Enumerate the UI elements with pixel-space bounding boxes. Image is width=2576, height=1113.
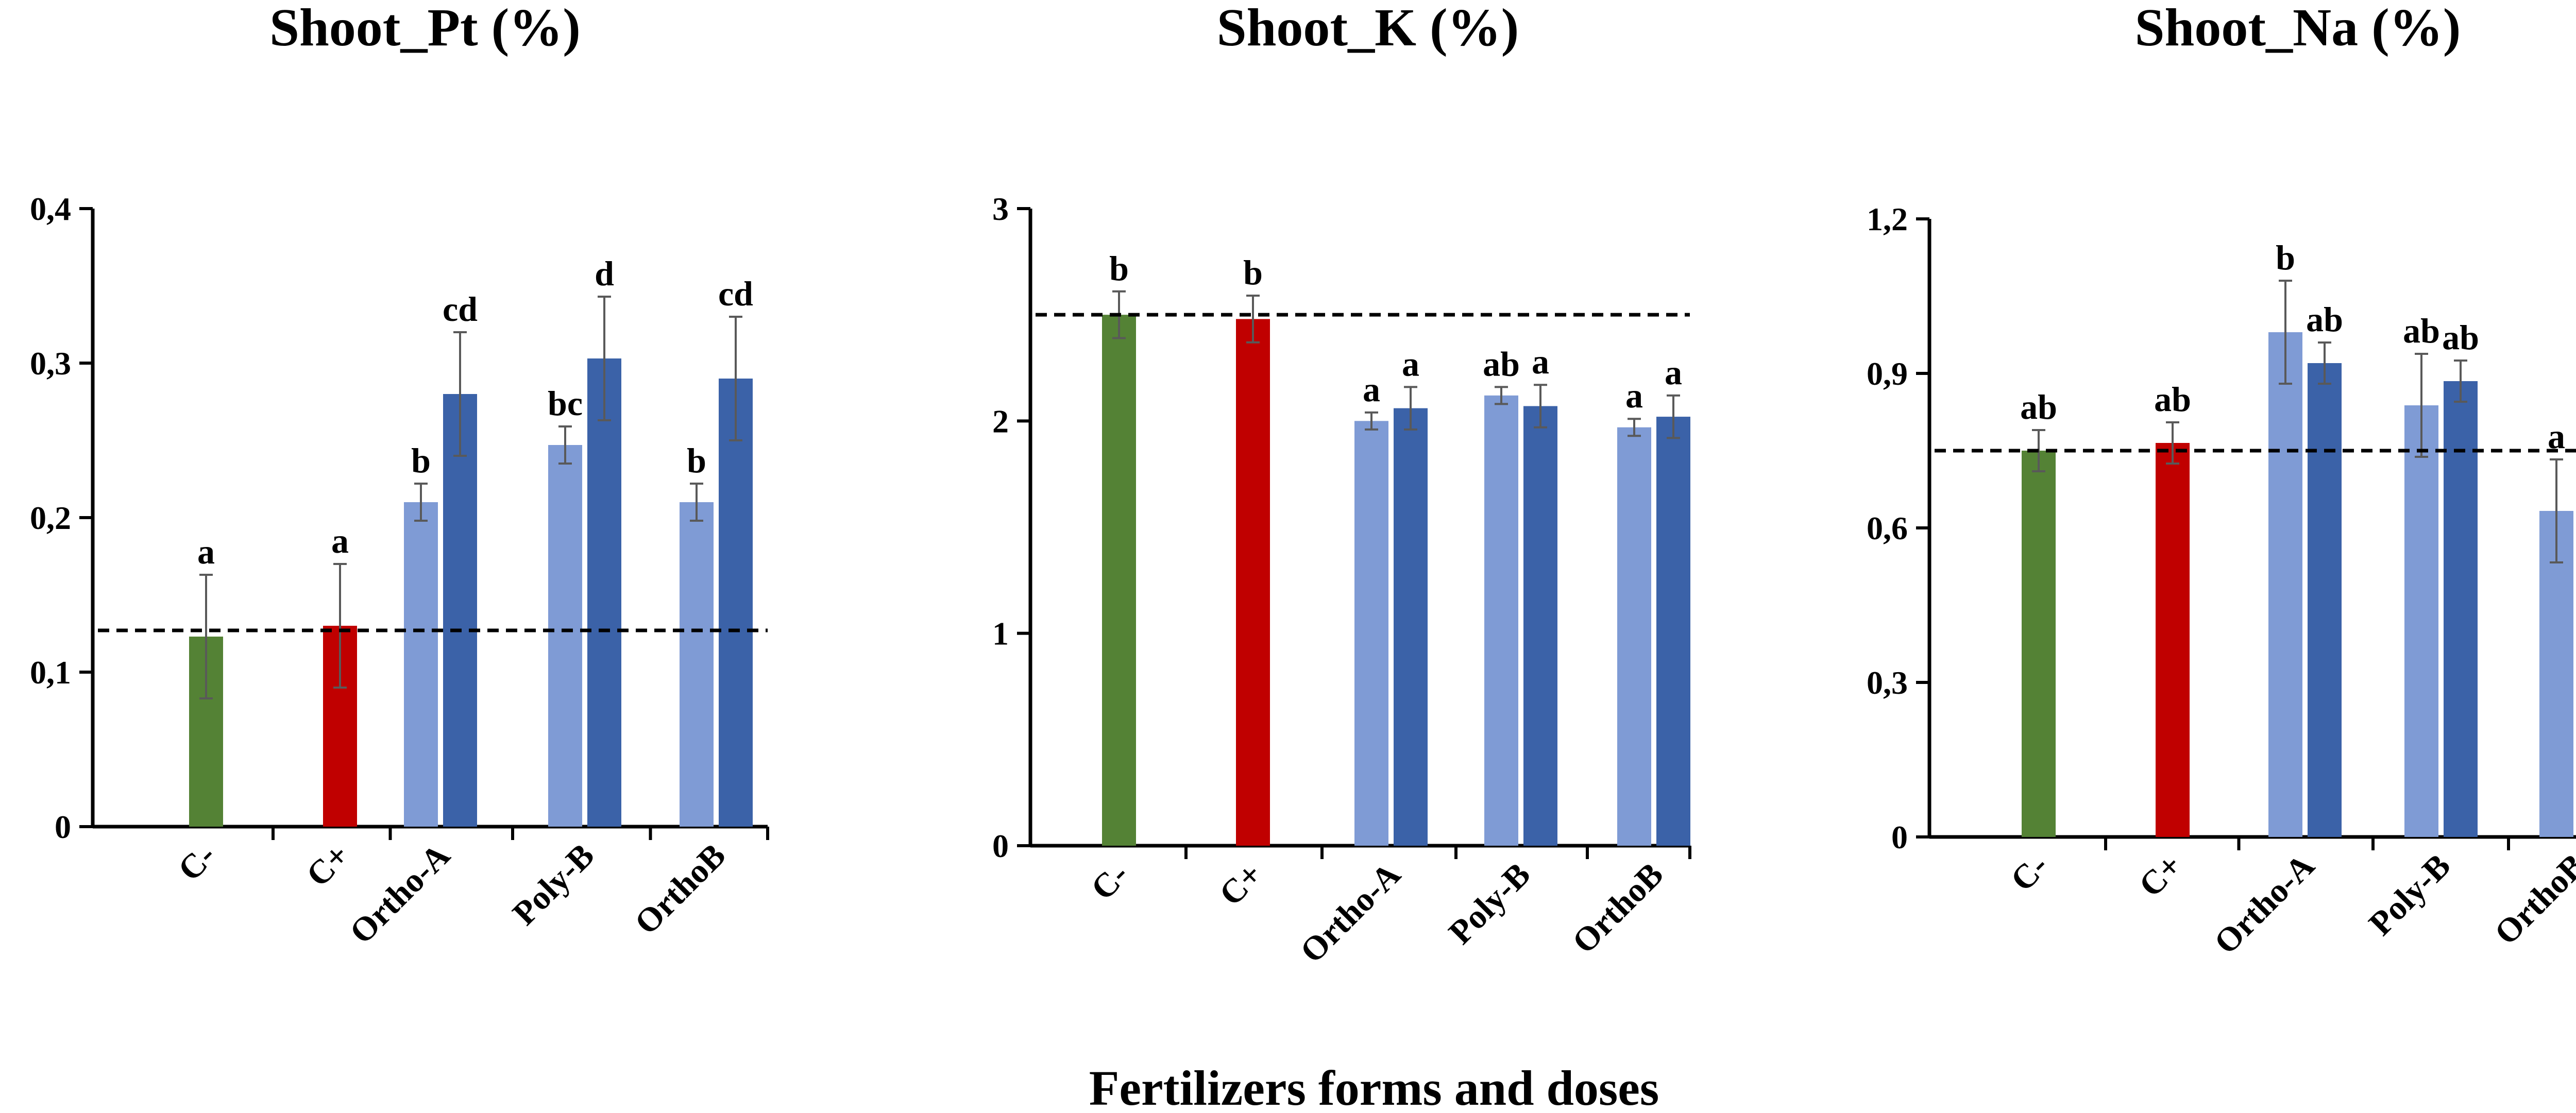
significance-label: ab: [2442, 318, 2479, 357]
x-tick-label: C-: [1084, 855, 1136, 907]
bar: [1354, 421, 1388, 846]
x-tick-label: Ortho-A: [2207, 847, 2322, 962]
bar: [1394, 408, 1428, 846]
x-tick-label: C+: [299, 836, 357, 894]
bar: [2404, 405, 2438, 837]
bar: [2444, 381, 2478, 837]
significance-label: a: [1402, 344, 1419, 383]
bar: [2308, 363, 2342, 837]
bar: [2022, 451, 2056, 837]
bar: [1236, 319, 1270, 846]
bar: [2539, 511, 2573, 837]
x-tick-label: Poly-B: [2362, 847, 2458, 943]
x-tick-label: Ortho-A: [1293, 855, 1408, 970]
bar: [1102, 315, 1136, 846]
x-tick-label: OrthoB: [2487, 847, 2576, 952]
significance-label: a: [1363, 370, 1380, 409]
significance-label: b: [411, 441, 431, 480]
significance-label: a: [197, 532, 215, 571]
x-tick-label: Ortho-A: [343, 836, 457, 951]
chart-panel-2: Shoot_K (%) 0 1 2 3 C- C+ Ortho-A Poly-B OrthoB b b…: [992, 0, 1691, 970]
chart-title: Shoot_K (%): [1217, 0, 1519, 57]
y-tick-label: 0: [1891, 819, 1908, 855]
bar: [1656, 417, 1690, 846]
significance-label: bc: [548, 384, 583, 423]
y-tick-label: 0,9: [1867, 355, 1908, 392]
significance-label: a: [1665, 353, 1682, 392]
significance-label: ab: [1483, 344, 1520, 383]
significance-label: b: [2276, 238, 2295, 277]
significance-label: cd: [718, 274, 753, 313]
bar: [2156, 443, 2190, 837]
charts-group: Shoot_Pt (%)00,10,20,30,4C- C+Ortho-A Poly…: [30, 0, 2576, 970]
x-tick-label: OrthoB: [1565, 855, 1671, 961]
significance-label: b: [1109, 249, 1129, 288]
x-tick-label: C-: [2004, 847, 2056, 899]
y-tick-label: 0,6: [1867, 510, 1908, 546]
significance-label: a: [331, 521, 349, 560]
significance-label: ab: [2020, 387, 2057, 426]
bar: [680, 502, 714, 827]
y-tick-label: 0,2: [30, 500, 71, 536]
y-tick-label: 0: [55, 809, 71, 845]
significance-label: a: [1532, 342, 1549, 381]
significance-label: ab: [2403, 311, 2440, 350]
chart-title: Shoot_Pt (%): [269, 0, 581, 57]
x-tick-label: C+: [1212, 855, 1270, 913]
bar: [404, 502, 438, 827]
significance-label: ab: [2154, 380, 2191, 419]
y-tick-label: 0,3: [30, 345, 71, 382]
y-tick-label: 1,2: [1867, 201, 1908, 237]
x-tick-label: Poly-B: [505, 836, 601, 932]
chart-panel-1: Shoot_Pt (%) 0 0,1 0,2 0,3 0,4 C- C+Ortho-A Poly…: [30, 0, 769, 951]
bar: [2268, 332, 2302, 837]
figure-x-axis-label: Fertilizers forms and doses: [1089, 1060, 1659, 1113]
y-tick-label: 0,3: [1867, 664, 1908, 701]
chart-panel-3: Shoot_Na (%) 0 0,3 0,6 0,9 1,2 C- C+ Ortho-A Poly…: [1867, 0, 2576, 962]
chart-title: Shoot_Na (%): [2135, 0, 2461, 57]
bar: [719, 379, 753, 827]
x-tick-label: OrthoB: [628, 836, 733, 942]
bar: [548, 445, 582, 827]
bar: [1523, 406, 1557, 846]
significance-label: b: [1243, 253, 1263, 292]
significance-label: d: [595, 254, 614, 293]
bar: [443, 394, 477, 827]
significance-label: ab: [2306, 300, 2343, 339]
x-tick-label: C+: [2132, 847, 2190, 904]
significance-label: b: [687, 441, 706, 480]
y-tick-label: 1: [992, 615, 1009, 652]
bar: [587, 358, 621, 827]
x-tick-label: C-: [171, 836, 223, 888]
y-tick-label: 0,4: [30, 191, 71, 227]
x-tick-label: Poly-B: [1442, 855, 1537, 951]
y-tick-label: 0,1: [30, 654, 71, 691]
y-tick-label: 3: [992, 191, 1009, 227]
significance-label: a: [1625, 376, 1643, 415]
significance-label: cd: [443, 289, 478, 329]
bar: [1484, 395, 1518, 846]
y-tick-label: 2: [992, 403, 1009, 439]
y-tick-label: 0: [992, 828, 1009, 864]
bar: [1617, 427, 1651, 846]
